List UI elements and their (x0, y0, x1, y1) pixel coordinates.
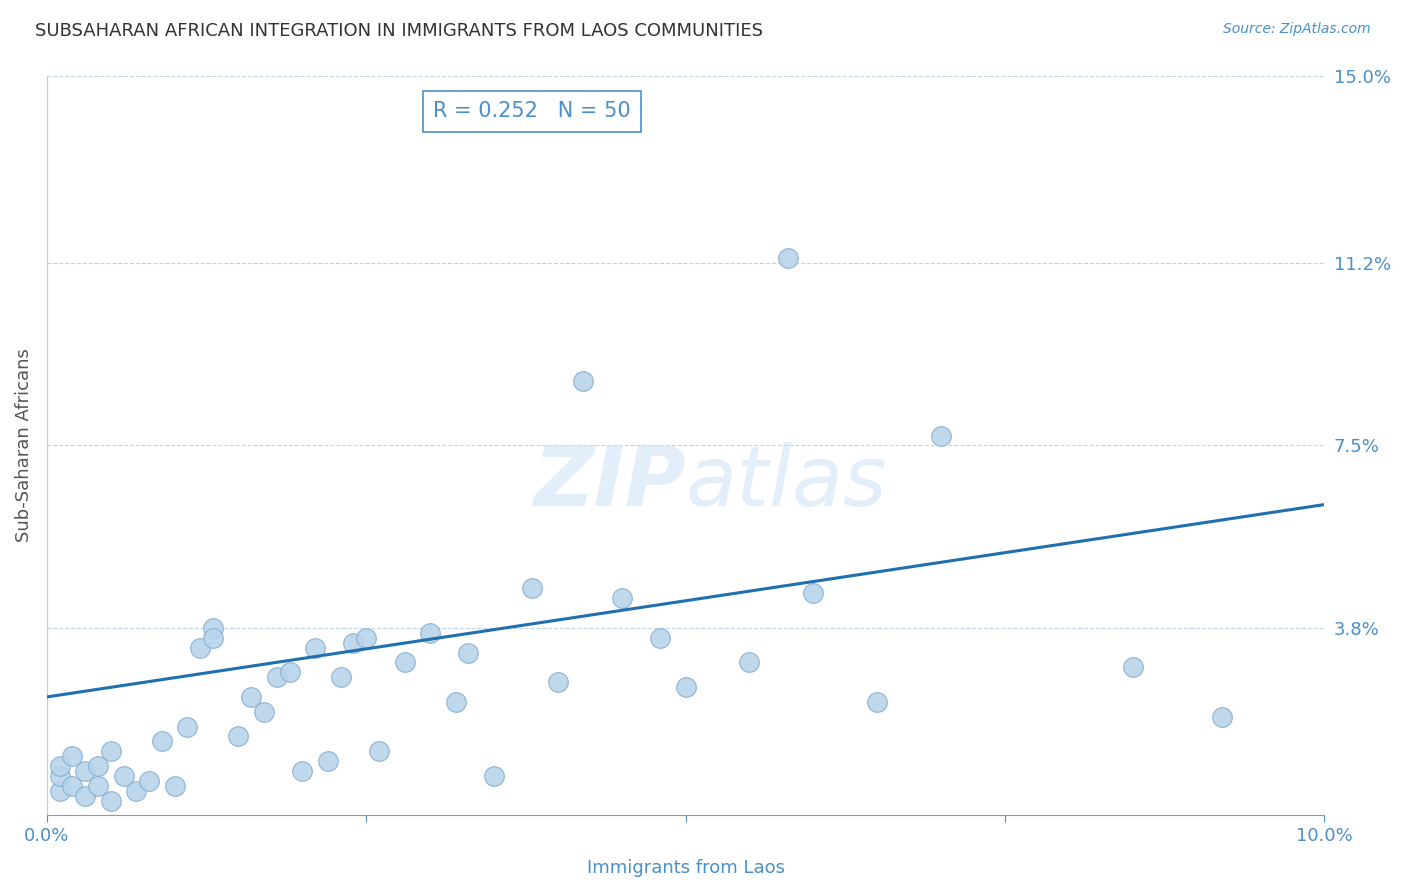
Point (48, 783, 70, 797)
Point (444, 695, 467, 709)
Point (48, 759, 70, 773)
Point (1211, 709, 1233, 723)
Point (100, 793, 122, 807)
Point (62, 749, 84, 764)
Point (75, 764, 97, 778)
Y-axis label: Sub-Saharan Africans: Sub-Saharan Africans (15, 349, 32, 542)
Point (228, 730, 250, 744)
Point (240, 690, 263, 704)
X-axis label: Immigrants from Laos: Immigrants from Laos (586, 859, 785, 877)
Point (291, 764, 314, 778)
Point (610, 591, 633, 606)
Point (329, 670, 352, 684)
Point (675, 680, 697, 694)
Point (368, 744, 391, 758)
Point (253, 705, 276, 719)
Point (866, 695, 889, 709)
Point (201, 621, 224, 635)
Point (482, 769, 505, 783)
Point (138, 773, 160, 788)
Text: SUBSAHARAN AFRICAN INTEGRATION IN IMMIGRANTS FROM LAOS COMMUNITIES: SUBSAHARAN AFRICAN INTEGRATION IN IMMIGR… (35, 22, 763, 40)
Point (62, 779, 84, 793)
Point (266, 670, 288, 684)
Point (547, 675, 569, 690)
Point (150, 734, 173, 748)
Point (394, 656, 416, 670)
Text: ZIP: ZIP (533, 442, 686, 523)
Text: R = 0.252   N = 50: R = 0.252 N = 50 (433, 102, 631, 121)
Point (316, 754, 339, 768)
Point (1122, 660, 1144, 674)
Point (342, 636, 364, 650)
Point (125, 783, 148, 797)
Point (48, 769, 70, 783)
Point (188, 640, 211, 655)
Point (87, 759, 110, 773)
Text: Source: ZipAtlas.com: Source: ZipAtlas.com (1223, 22, 1371, 37)
Point (100, 744, 122, 758)
Point (87, 779, 110, 793)
Point (419, 625, 441, 640)
Point (354, 631, 377, 645)
Text: atlas: atlas (686, 442, 887, 523)
Point (304, 640, 326, 655)
Point (112, 769, 135, 783)
Point (163, 779, 186, 793)
Point (522, 582, 544, 596)
Point (648, 631, 671, 645)
Point (572, 374, 595, 388)
Point (201, 631, 224, 645)
Point (176, 719, 198, 733)
Point (278, 665, 301, 680)
Point (776, 251, 799, 265)
Point (801, 586, 824, 600)
Point (738, 656, 761, 670)
Point (457, 646, 479, 660)
Point (75, 789, 97, 803)
Point (929, 428, 952, 442)
